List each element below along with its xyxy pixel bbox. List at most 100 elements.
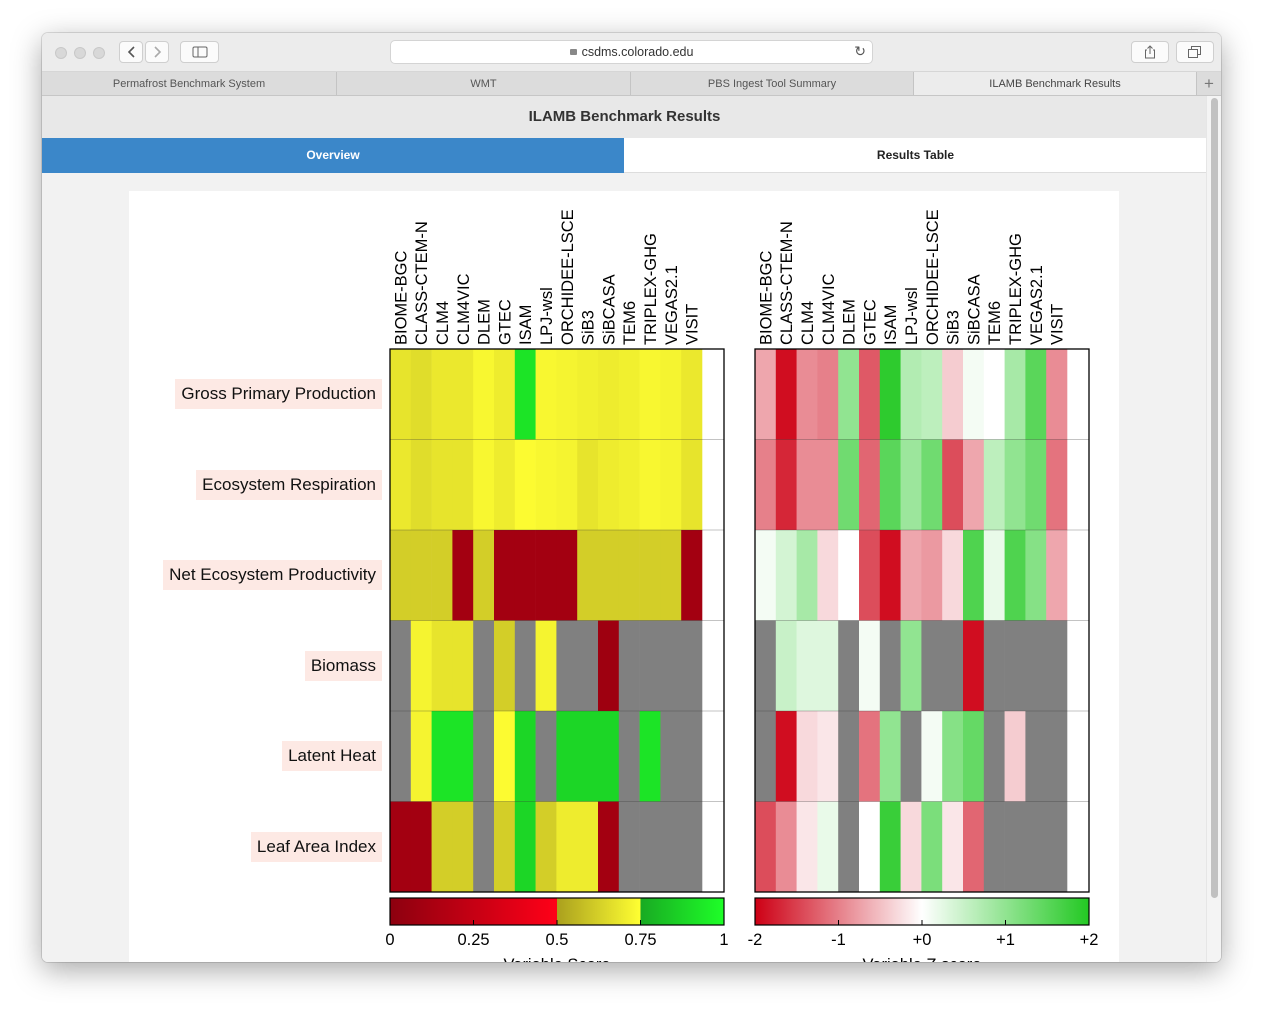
- heatmap-cell: [921, 711, 943, 802]
- colorbar-tick-label: +0: [913, 931, 932, 949]
- new-tab-button[interactable]: +: [1197, 72, 1221, 95]
- column-label-class-ctem-n: CLASS-CTEM-N: [413, 221, 431, 345]
- heatmap-cell: [556, 620, 578, 712]
- heatmap-cell: [556, 711, 578, 802]
- heatmap-cell: [1046, 349, 1068, 440]
- scrollbar-thumb[interactable]: [1211, 98, 1218, 898]
- tabs-overview-button[interactable]: [1176, 41, 1214, 63]
- vertical-scrollbar[interactable]: [1206, 96, 1221, 962]
- heatmap-cell: [1046, 711, 1068, 802]
- address-bar[interactable]: csdms.colorado.edu ↻: [390, 40, 873, 64]
- heatmap-cell: [514, 711, 536, 802]
- column-label-vegas2-1: VEGAS2.1: [663, 265, 681, 345]
- heatmap-cell: [900, 349, 922, 440]
- colorbar-tick-label: -2: [748, 931, 763, 949]
- heatmap-cell: [577, 711, 599, 802]
- heatmap-cell: [755, 801, 777, 893]
- heatmap-cell: [473, 620, 495, 712]
- plot-frame: [754, 348, 1090, 893]
- heatmap-cell: [431, 349, 453, 440]
- reload-icon[interactable]: ↻: [854, 43, 866, 59]
- heatmap-cell: [535, 801, 557, 893]
- close-window-button[interactable]: [55, 47, 67, 59]
- tab-overview[interactable]: Overview: [42, 138, 624, 173]
- column-label-vegas2-1: VEGAS2.1: [1028, 265, 1046, 345]
- row-label-latent-heat: Latent Heat: [282, 741, 382, 772]
- column-label-biome-bgc: BIOME-BGC: [757, 250, 775, 345]
- tab-results-table[interactable]: Results Table: [624, 138, 1207, 173]
- column-label-tem6: TEM6: [986, 301, 1004, 345]
- heatmap-cell: [598, 801, 620, 893]
- heatmap-cell: [431, 439, 453, 531]
- heatmap-cell: [452, 439, 474, 531]
- heatmap-cell: [900, 620, 922, 712]
- heatmap-cell: [618, 349, 640, 440]
- page-title: ILAMB Benchmark Results: [42, 96, 1207, 139]
- tab-ilamb-benchmark-results[interactable]: ILAMB Benchmark Results: [914, 72, 1197, 95]
- heatmap-cell: [755, 349, 777, 440]
- heatmap-cell: [535, 530, 557, 621]
- heatmap-cell: [1046, 530, 1068, 621]
- minimize-window-button[interactable]: [74, 47, 86, 59]
- heatmap-cell: [681, 620, 703, 712]
- heatmap-cell: [452, 349, 474, 440]
- heatmap-cell: [660, 349, 682, 440]
- heatmap-cell: [494, 349, 516, 440]
- heatmap-cell: [879, 620, 901, 712]
- column-label-gtec: GTEC: [861, 299, 879, 345]
- heatmap-cell: [452, 801, 474, 893]
- back-button[interactable]: [119, 41, 143, 63]
- row-label-leaf-area-index: Leaf Area Index: [250, 831, 382, 862]
- column-label-tem6: TEM6: [621, 301, 639, 345]
- heatmap-cell: [660, 620, 682, 712]
- heatmap-cell: [431, 620, 453, 712]
- column-label-sibcasa: SiBCASA: [965, 274, 983, 345]
- tab-pbs-ingest-tool-summary[interactable]: PBS Ingest Tool Summary: [631, 72, 914, 95]
- heatmap-cell: [1025, 620, 1047, 712]
- colorbar-tick-label: 0.25: [457, 931, 489, 949]
- tab-permafrost-benchmark-system[interactable]: Permafrost Benchmark System: [42, 72, 337, 95]
- colorbar-label: Variable Z score: [863, 956, 982, 962]
- column-label-clm4: CLM4: [434, 301, 452, 345]
- overview-panel: Gross Primary Production Ecosystem Respir…: [129, 191, 1119, 962]
- heatmap-cell: [618, 439, 640, 531]
- colorbar-label: Variable Score: [503, 956, 610, 962]
- heatmap-cell: [838, 530, 860, 621]
- heatmap-cell: [598, 439, 620, 531]
- heatmap-cell: [410, 530, 432, 621]
- heatmap-cell: [639, 620, 661, 712]
- heatmap-cell: [1025, 439, 1047, 531]
- column-label-orchidee-lsce: ORCHIDEE-LSCE: [924, 209, 942, 345]
- column-label-visit: VISIT: [1049, 304, 1067, 345]
- heatmap-cell: [775, 439, 797, 531]
- heatmap-cell: [963, 711, 985, 802]
- zoom-window-button[interactable]: [93, 47, 105, 59]
- heatmap-cell: [817, 439, 839, 531]
- tab-label: PBS Ingest Tool Summary: [707, 77, 837, 90]
- heatmap-cell: [838, 349, 860, 440]
- heatmap-cell: [921, 801, 943, 893]
- heatmap-cell: [618, 530, 640, 621]
- chevron-left-icon: [127, 46, 135, 58]
- heatmap-cell: [859, 711, 881, 802]
- heatmap-cell: [618, 620, 640, 712]
- sidebar-button[interactable]: [180, 41, 219, 63]
- heatmap-cell: [817, 620, 839, 712]
- heatmap-cell: [452, 530, 474, 621]
- heatmap-cell: [1046, 801, 1068, 893]
- tabs-icon: [1188, 45, 1201, 58]
- heatmap-cell: [431, 711, 453, 802]
- heatmap-cell: [983, 530, 1005, 621]
- heatmap-cell: [900, 801, 922, 893]
- share-button[interactable]: [1131, 41, 1169, 63]
- heatmap-cell: [390, 439, 412, 531]
- heatmap-cell: [879, 801, 901, 893]
- colorbar-tick-label: 0.75: [624, 931, 656, 949]
- forward-button[interactable]: [145, 41, 169, 63]
- heatmap-cell: [390, 711, 412, 802]
- tab-wmt[interactable]: WMT: [337, 72, 631, 95]
- lock-icon: [569, 49, 577, 55]
- chevron-right-icon: [153, 46, 161, 58]
- heatmap-cell: [473, 801, 495, 893]
- heatmap-cell: [942, 711, 964, 802]
